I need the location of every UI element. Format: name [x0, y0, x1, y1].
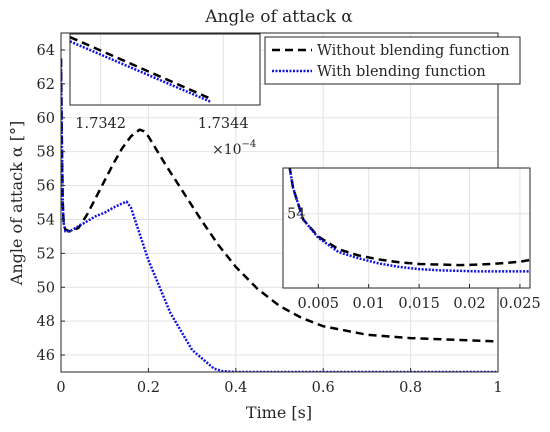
inset-right-y-tick-label: 54 — [287, 207, 305, 223]
inset-right-frame — [282, 167, 531, 289]
y-tick-label: 50 — [37, 280, 55, 296]
inset-top-left-x-tick-label: 1.7344 — [198, 116, 249, 132]
inset-right-x-tick-label: 0.005 — [298, 296, 340, 312]
inset-right-x-tick-label: 0.02 — [453, 296, 485, 312]
x-tick-label: 0.4 — [224, 380, 247, 396]
inset-top-left-grid — [100, 34, 224, 105]
inset-right-series-without-blending — [288, 168, 530, 267]
y-tick-label: 58 — [37, 145, 55, 161]
inset-top-left-exponent-power: −4 — [242, 139, 257, 150]
x-tick-label: 1 — [493, 380, 502, 396]
y-tick-label: 52 — [37, 246, 55, 262]
inset-top-left-exponent-base: ×10 — [212, 142, 242, 158]
x-tick-label: 0 — [56, 380, 65, 396]
y-tick-label: 56 — [37, 179, 55, 195]
inset-right-series — [288, 168, 530, 273]
inset-top-left-series — [70, 35, 212, 104]
legend: Without blending function With blending … — [264, 36, 521, 85]
inset-right-area — [283, 168, 530, 288]
chart-title: Angle of attack α — [204, 7, 353, 27]
inset-top-left-ticks: 1.7342 1.7344 — [75, 116, 248, 132]
inset-top-left-frame — [69, 33, 261, 106]
legend-label-with: With blending function — [317, 64, 486, 80]
inset-top-left: 1.7342 1.7344 ×10−4 — [69, 33, 261, 158]
x-tick-label: 0.2 — [137, 380, 160, 396]
legend-box — [264, 36, 521, 85]
inset-right: 0.005 0.01 0.015 0.02 0.025 54 — [282, 167, 541, 312]
x-tick-label: 0.8 — [399, 380, 422, 396]
main-ticks: 0 0.2 0.4 0.6 0.8 1 46 48 50 52 54 56 58 60 62 64 — [37, 43, 503, 396]
inset-top-left-x-tick-label: 1.7342 — [75, 116, 126, 132]
y-tick-label: 54 — [37, 212, 55, 228]
x-axis-label: Time [s] — [246, 403, 312, 422]
inset-right-series-with-blending — [288, 168, 530, 273]
x-tick-label: 0.6 — [312, 380, 335, 396]
inset-top-left-area — [69, 33, 261, 106]
y-tick-label: 64 — [37, 43, 55, 59]
inset-right-x-tick-label: 0.025 — [499, 296, 541, 312]
inset-right-x-tick-label: 0.015 — [398, 296, 440, 312]
y-tick-label: 46 — [37, 348, 55, 364]
y-tick-label: 60 — [37, 111, 55, 127]
y-tick-label: 62 — [37, 77, 55, 93]
inset-top-left-series-with-blending — [70, 40, 212, 104]
main-series — [61, 58, 498, 372]
inset-right-x-tick-label: 0.01 — [353, 296, 385, 312]
y-axis-label: Angle of attack α [°] — [7, 121, 26, 286]
legend-label-without: Without blending function — [317, 43, 510, 59]
y-tick-label: 48 — [37, 314, 55, 330]
main-series-with-blending — [61, 58, 498, 372]
inset-top-left-exponent: ×10−4 — [212, 139, 256, 158]
inset-right-ticks: 0.005 0.01 0.015 0.02 0.025 54 — [287, 207, 541, 312]
